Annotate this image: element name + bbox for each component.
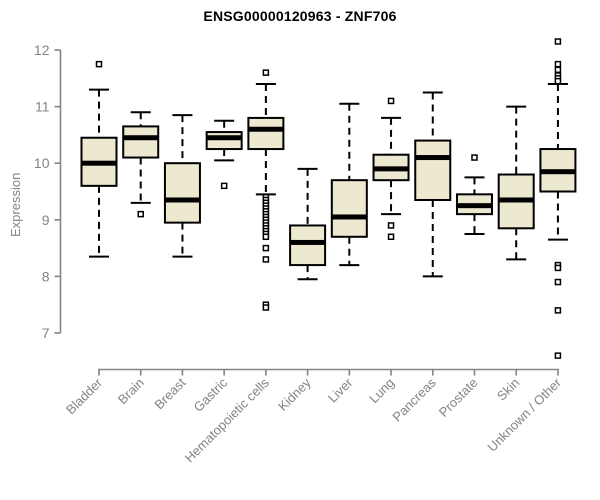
y-tick-label: 9 (42, 212, 50, 228)
outlier-point (387, 97, 395, 105)
x-tick-label: Lung (366, 375, 397, 406)
x-tick-label: Skin (494, 375, 522, 403)
outlier-point (262, 256, 270, 263)
x-tick-label: Brain (115, 375, 147, 407)
y-tick-label: 11 (35, 99, 50, 115)
box-Gastric (205, 131, 243, 151)
median-line (456, 203, 492, 209)
median-line (415, 155, 451, 161)
outlier-point (95, 60, 103, 68)
median-line (248, 126, 284, 132)
median-line (373, 166, 409, 172)
outlier-point (554, 66, 562, 74)
y-tick-label: 7 (42, 325, 50, 341)
box-Breast (163, 162, 201, 224)
outlier-point (554, 77, 562, 85)
x-tick-label: Prostate (436, 375, 481, 420)
x-tick-label: Breast (151, 375, 188, 412)
median-line (206, 135, 242, 141)
x-tick-label: Kidney (275, 375, 314, 414)
outlier-point (554, 60, 562, 68)
y-tick-label: 8 (42, 268, 50, 284)
x-tick-label: Unknown / Other (484, 375, 564, 455)
y-tick-label: 12 (34, 42, 50, 58)
outlier-point (387, 222, 395, 229)
outlier-point (554, 38, 562, 45)
median-line (540, 169, 576, 175)
outlier-point (262, 244, 270, 252)
median-line (81, 160, 117, 166)
median-line (164, 197, 200, 203)
outlier-point (137, 210, 144, 218)
x-tick-label: Gastric (191, 375, 231, 415)
outlier-point (554, 352, 562, 359)
outlier-point (471, 154, 478, 161)
outlier-point (554, 307, 562, 314)
y-tick-label: 10 (34, 155, 50, 171)
outlier-point (262, 69, 270, 76)
box-Hematopoietic cells (247, 116, 285, 151)
outlier-point (554, 278, 562, 286)
median-line (498, 197, 534, 203)
box-Kidney (289, 224, 327, 267)
outlier-point (220, 182, 228, 190)
box-Pancreas (414, 139, 452, 201)
outlier-point (262, 233, 270, 241)
median-line (123, 135, 159, 141)
box-Brain (122, 125, 160, 159)
x-tick-label: Bladder (63, 375, 106, 418)
median-line (290, 239, 326, 245)
chart-title: ENSG00000120963 - ZNF706 (203, 8, 397, 24)
outlier-point (262, 304, 270, 311)
outlier-point (554, 264, 562, 272)
median-line (331, 214, 367, 220)
x-tick-label: Pancreas (389, 375, 439, 425)
box-Liver (330, 179, 368, 238)
outlier-point (387, 233, 395, 241)
x-tick-label: Liver (325, 375, 356, 406)
